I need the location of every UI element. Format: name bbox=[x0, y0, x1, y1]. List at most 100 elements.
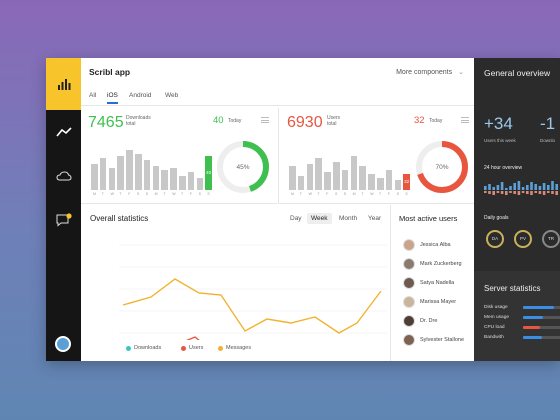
app-title: Scribl app bbox=[89, 67, 131, 77]
bar bbox=[377, 178, 384, 190]
day-label: T bbox=[119, 192, 122, 196]
range-month[interactable]: Month bbox=[339, 215, 358, 222]
hour-overview-title: 24 hour overview bbox=[484, 165, 523, 171]
downloads-today: 40 bbox=[213, 115, 224, 126]
day-label: T bbox=[163, 192, 166, 196]
bar bbox=[152, 166, 160, 190]
messages-nav-button[interactable] bbox=[46, 200, 81, 240]
range-day[interactable]: Day bbox=[290, 215, 302, 222]
legend-messages-label: Messages bbox=[226, 345, 252, 351]
day-label: S bbox=[145, 192, 149, 196]
downloads-week-value: -1 bbox=[540, 114, 556, 133]
hour-bar-negative bbox=[517, 191, 521, 195]
overview-title: General overview bbox=[484, 68, 551, 78]
day-label: W bbox=[370, 192, 374, 196]
downloads-total: 7465 bbox=[88, 114, 124, 131]
tab-ios[interactable]: iOS bbox=[107, 92, 118, 104]
cloud-nav-button[interactable] bbox=[46, 156, 81, 196]
day-label: W bbox=[308, 192, 312, 196]
list-item[interactable]: Dr. Dre bbox=[403, 313, 437, 329]
downloads-week-label: Downlo bbox=[540, 138, 556, 143]
server-row-fill bbox=[523, 326, 540, 329]
user-name: Sylvester Stallone bbox=[420, 337, 465, 343]
hour-bar bbox=[484, 186, 487, 190]
list-item[interactable]: Jessica Alba bbox=[403, 237, 451, 253]
server-row-label: CPU load bbox=[484, 325, 505, 330]
more-components-dropdown[interactable]: More components ⌄ bbox=[396, 68, 464, 76]
bar bbox=[143, 160, 151, 190]
goal-tr-ring: TR bbox=[542, 230, 560, 248]
overall-statistics-panel: Overall statistics Day Week Month Year D… bbox=[81, 205, 391, 361]
users-today-label: Today bbox=[429, 118, 443, 124]
day-label: S bbox=[396, 192, 399, 196]
server-row-fill bbox=[523, 336, 542, 339]
bar bbox=[126, 150, 133, 190]
bar bbox=[117, 156, 124, 190]
bar bbox=[341, 170, 349, 190]
day-label: M bbox=[93, 192, 96, 196]
chat-bubble-icon bbox=[56, 213, 72, 227]
analytics-nav-button[interactable] bbox=[46, 112, 81, 152]
bar-chart-icon bbox=[57, 79, 70, 90]
messages-dot bbox=[218, 345, 223, 351]
day-label: T bbox=[317, 192, 320, 196]
avatar bbox=[403, 258, 415, 270]
trend-line-icon bbox=[55, 127, 72, 137]
bar bbox=[99, 158, 107, 190]
hour-bar-negative bbox=[547, 191, 550, 193]
bar bbox=[91, 164, 98, 190]
bar bbox=[368, 174, 375, 190]
server-row-fill bbox=[523, 306, 555, 309]
server-row-bar bbox=[523, 316, 560, 319]
legend-users-label: Users bbox=[189, 345, 204, 351]
range-week[interactable]: Week bbox=[307, 213, 332, 224]
tab-web[interactable]: Web bbox=[165, 92, 179, 99]
day-label: F bbox=[189, 192, 192, 196]
hour-bar bbox=[542, 183, 546, 190]
day-label: M bbox=[352, 192, 356, 196]
range-year[interactable]: Year bbox=[368, 215, 382, 222]
list-item[interactable]: Mark Zuckerberg bbox=[403, 256, 462, 272]
hour-bar bbox=[534, 184, 537, 190]
dashboard-window: Scribl app More components ⌄ All iOS Andr… bbox=[46, 58, 560, 361]
notification-badge bbox=[65, 213, 72, 219]
hour-bar bbox=[551, 181, 554, 190]
goal-da-ring: DA bbox=[486, 230, 504, 248]
server-row-bar bbox=[523, 336, 560, 339]
tab-all[interactable]: All bbox=[89, 92, 97, 99]
hour-bar-negative bbox=[513, 191, 516, 194]
stats-logo-button[interactable] bbox=[46, 58, 81, 110]
day-label: F bbox=[326, 192, 329, 196]
profile-avatar[interactable] bbox=[55, 336, 71, 352]
bar bbox=[179, 176, 186, 190]
downloads-menu-icon[interactable] bbox=[261, 117, 269, 123]
bar-value-label: 32 bbox=[404, 179, 410, 184]
hour-bar-negative bbox=[509, 191, 512, 193]
hour-bar-negative bbox=[492, 191, 495, 195]
hour-bar bbox=[500, 182, 504, 190]
bar-value-label: 40 bbox=[206, 170, 212, 175]
bar bbox=[385, 170, 393, 190]
list-item[interactable]: Sylvester Stallone bbox=[403, 332, 464, 348]
hour-bar bbox=[505, 188, 508, 190]
hour-bar bbox=[547, 185, 550, 190]
list-item[interactable]: Marissa Mayer bbox=[403, 294, 456, 310]
bar bbox=[350, 156, 358, 190]
list-item[interactable]: Satya Nadella bbox=[403, 275, 454, 291]
goal-pv-ring: PV bbox=[514, 230, 532, 248]
users-this-week-value: +34 bbox=[484, 114, 513, 133]
users-donut bbox=[416, 141, 468, 193]
users-menu-icon[interactable] bbox=[461, 117, 469, 123]
legend-downloads: Downloads bbox=[126, 345, 161, 351]
hour-bar bbox=[496, 185, 500, 190]
tab-android[interactable]: Android bbox=[129, 92, 152, 99]
hour-bar-negative bbox=[484, 191, 487, 193]
hour-bar-negative bbox=[488, 191, 491, 194]
day-label: F bbox=[387, 192, 390, 196]
downloads-today-label: Today bbox=[228, 118, 242, 124]
users-total-label: Users total bbox=[327, 115, 340, 127]
bar bbox=[297, 176, 305, 190]
platform-tabs: All iOS Android Web bbox=[81, 90, 474, 106]
most-active-users-panel: Most active users Jessica Alba Mark Zuck… bbox=[392, 205, 474, 361]
bar bbox=[306, 164, 314, 190]
